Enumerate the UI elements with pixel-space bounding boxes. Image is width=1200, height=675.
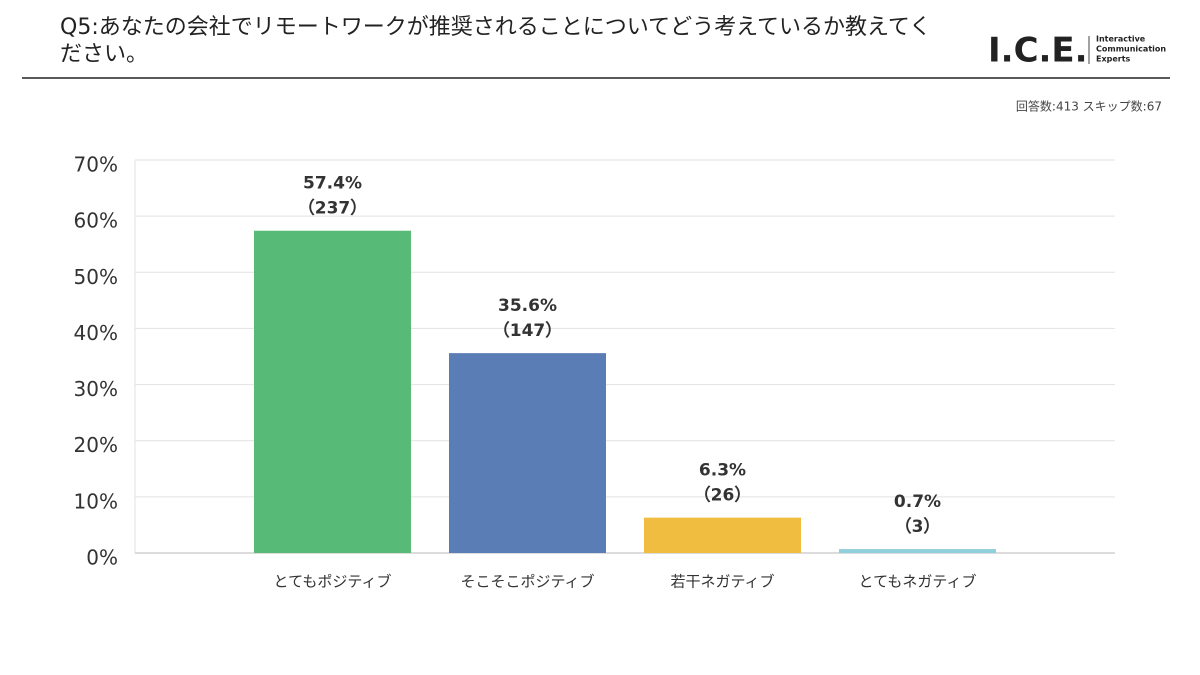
y-tick-label: 40% [74,321,118,345]
bar [449,353,606,553]
logo-tagline: Experts [1096,55,1131,64]
bar [839,549,996,553]
y-tick-label: 60% [74,209,118,233]
response-note: 回答数:413 スキップ数:67 [1016,99,1162,114]
value-label: 0.7% [894,492,941,512]
logo-tagline: Communication [1096,45,1166,54]
logo: I.C.E. [988,31,1088,71]
y-tick-label: 70% [74,153,118,177]
y-tick-label: 50% [74,265,118,289]
slide-title: Q5:あなたの会社でリモートワークが推奨されることについてどう考えているか教えて… [60,15,932,67]
logo-tagline: Interactive [1096,35,1146,44]
count-label: （26） [694,485,752,506]
value-label: 57.4% [303,174,362,194]
x-tick-label: 若干ネガティブ [670,573,774,591]
count-label: （147） [493,320,563,341]
count-label: （237） [298,198,368,219]
bar [254,230,411,554]
x-tick-label: そこそこポジティブ [460,573,594,591]
bar [644,517,801,553]
count-label: （3） [895,516,941,537]
y-tick-label: 20% [74,433,118,457]
y-tick-label: 30% [74,377,118,401]
x-tick-label: とてもネガティブ [859,573,977,591]
y-tick-label: 0% [86,546,118,570]
value-label: 6.3% [699,461,746,481]
value-label: 35.6% [498,296,557,316]
x-tick-label: とてもポジティブ [274,573,392,591]
y-tick-label: 10% [74,489,118,513]
